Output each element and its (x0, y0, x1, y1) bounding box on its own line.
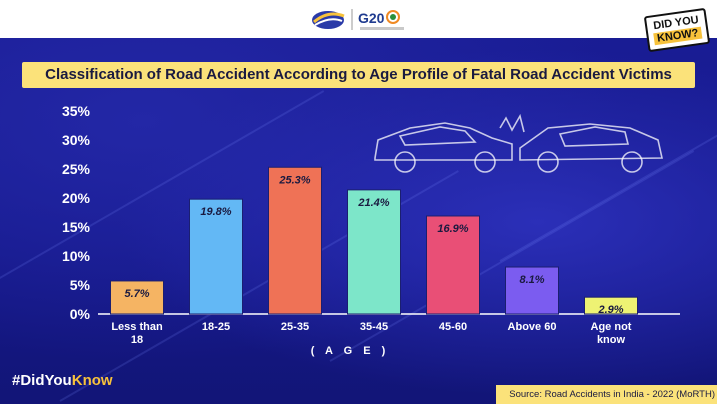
title-band (22, 62, 695, 88)
bars (110, 166, 638, 315)
bar (110, 280, 164, 315)
data-label: 25.3% (278, 174, 310, 186)
y-tick-label: 10% (62, 248, 91, 264)
bar (584, 296, 638, 315)
hashtag-suffix: Know (71, 372, 113, 389)
hashtag-prefix: #DidYou (12, 372, 72, 389)
x-tick-label: 18 (131, 334, 143, 346)
x-tick-label: 35-45 (360, 321, 388, 333)
logo-group: G20 (312, 9, 404, 30)
x-axis-title: ( A G E ) (310, 345, 390, 357)
source-text: Source: Road Accidents in India - 2022 (… (509, 389, 715, 400)
bar (505, 266, 559, 315)
bar (189, 198, 243, 315)
data-label: 2.9% (597, 304, 623, 316)
header-logos: G20 (306, 4, 412, 34)
x-tick-label: Less than (111, 321, 163, 333)
source-band (496, 385, 717, 404)
hashtag: #DidYouKnow (12, 372, 113, 389)
x-tick-label: 45-60 (439, 321, 467, 333)
g20-lotus-icon (386, 10, 400, 24)
x-tick-label: know (597, 334, 626, 346)
x-tick-label: 18-25 (202, 321, 230, 333)
x-tick-label: Age not (591, 321, 632, 333)
y-tick-label: 35% (62, 103, 91, 119)
y-tick-label: 25% (62, 161, 91, 177)
data-label: 21.4% (357, 197, 389, 209)
ministry-emblem-icon (312, 11, 345, 29)
data-labels: 5.7% 19.8% 25.3% 21.4% 16.9% 8.1% 2.9% (124, 174, 623, 316)
data-label: 19.8% (200, 206, 231, 218)
bar (268, 166, 322, 315)
y-axis: 0% 5% 10% 15% 20% 25% 30% 35% (62, 103, 680, 322)
y-tick-label: 0% (70, 306, 91, 322)
x-tick-label: 25-35 (281, 321, 309, 333)
data-label: 8.1% (519, 274, 544, 286)
y-tick-label: 30% (62, 132, 91, 148)
header-bar (0, 0, 717, 38)
crash-illustration (374, 113, 663, 173)
chart-title: Classification of Road Accident Accordin… (45, 66, 672, 83)
y-tick-label: 5% (70, 277, 91, 293)
data-label: 5.7% (124, 288, 149, 300)
g20-logo-text: G20 (358, 10, 385, 26)
y-tick-label: 15% (62, 219, 91, 235)
bar (347, 189, 401, 315)
y-tick-label: 20% (62, 190, 91, 206)
x-tick-label: Above 60 (508, 321, 557, 333)
data-label: 16.9% (437, 223, 468, 235)
bar (426, 215, 480, 315)
